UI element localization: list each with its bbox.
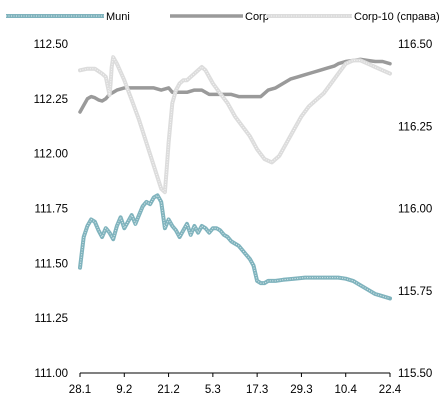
left-tick-label: 111.50	[35, 258, 68, 270]
corp-10-series-line	[78, 55, 392, 195]
x-tick-label: 9.2	[116, 384, 132, 396]
corp-10-series-texture	[79, 55, 391, 194]
legend: Muni Corp Corp-10 (справа)	[6, 11, 440, 23]
muni-legend-label: Muni	[106, 11, 130, 23]
right-tick-label: 116.00	[398, 204, 432, 216]
right-tick-label: 116.25	[398, 121, 432, 133]
left-tick-label: 112.50	[34, 39, 68, 51]
x-tick-label: 29.3	[290, 384, 312, 396]
right-tick-label: 115.75	[398, 286, 432, 298]
x-tick-label: 5.3	[205, 384, 221, 396]
left-tick-label: 112.00	[34, 149, 68, 161]
muni-series-line	[78, 193, 392, 301]
corp-legend-label: Corp	[245, 11, 269, 23]
left-tick-label: 111.75	[35, 204, 68, 216]
left-tick-label: 112.25	[34, 94, 68, 106]
x-tick-label: 21.2	[157, 384, 179, 396]
x-tick-label: 28.1	[69, 384, 91, 396]
plot-area	[78, 55, 392, 301]
muni-series-texture	[79, 194, 391, 299]
left-tick-label: 111.00	[35, 368, 68, 380]
right-tick-label: 115.50	[398, 368, 432, 380]
left-tick-label: 111.25	[35, 313, 68, 325]
x-tick-label: 22.4	[379, 384, 402, 396]
x-tick-label: 10.4	[335, 384, 358, 396]
right-tick-label: 116.50	[398, 39, 432, 51]
corp-10-legend-label: Corp-10 (справа)	[354, 11, 440, 23]
axes: 28.1 9.2 21.2 5.3 17.3 29.3 10.4 22.4 112.50 112.…	[34, 39, 433, 396]
x-tick-label: 17.3	[246, 384, 268, 396]
